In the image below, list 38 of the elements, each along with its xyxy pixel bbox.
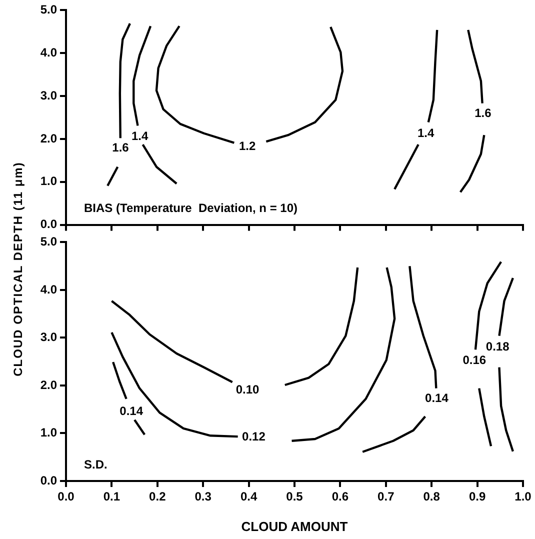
x-tick-label: 0.0 <box>58 490 75 504</box>
y-tick-label: 4.0 <box>40 282 58 296</box>
series-label: 0.10 <box>236 382 260 396</box>
y-tick-label: 5.0 <box>40 2 58 17</box>
y-tick-label: 3.0 <box>40 330 58 344</box>
x-tick-label: 0.9 <box>468 490 486 504</box>
y-tick-label: 0.0 <box>40 217 58 232</box>
y-tick-label: 0.0 <box>40 473 58 488</box>
x-tick-label: 0.5 <box>286 490 304 504</box>
x-tick-label: 0.7 <box>378 490 395 504</box>
y-tick-label: 1.0 <box>40 174 58 188</box>
series-label: 1.6 <box>474 106 492 120</box>
series-label: 1.4 <box>417 126 434 140</box>
series-label: 0.14 <box>425 391 449 406</box>
x-tick-label: 0.4 <box>240 490 258 504</box>
annotation: S.D. <box>84 457 108 472</box>
y-tick-label: 5.0 <box>40 234 58 249</box>
y-tick-label: 1.0 <box>40 426 58 440</box>
series-label: 1.6 <box>112 140 130 154</box>
series-label: 0.14 <box>120 404 144 418</box>
series-label: 0.12 <box>242 429 266 444</box>
series-label: 0.16 <box>462 353 486 368</box>
x-axis-title: CLOUD AMOUNT <box>241 518 348 534</box>
y-tick-label: 4.0 <box>40 45 58 60</box>
y-tick-label: 3.0 <box>40 88 58 102</box>
y-tick-label: 2.0 <box>40 131 58 146</box>
x-tick-label: 0.3 <box>194 490 212 504</box>
x-tick-label: 0.8 <box>423 490 440 504</box>
y-axis-title: CLOUD OPTICAL DEPTH (11 μm) <box>11 160 25 378</box>
series-label: 0.18 <box>486 340 510 354</box>
x-tick-label: 1.0 <box>514 490 532 504</box>
annotation: BIAS (Temperature Deviation, n = 10) <box>84 201 298 216</box>
x-tick-label: 0.1 <box>103 490 120 504</box>
series-label: 1.4 <box>131 129 148 144</box>
y-tick-label: 2.0 <box>40 378 58 392</box>
series-label: 1.2 <box>238 139 256 154</box>
x-tick-label: 0.6 <box>332 490 349 504</box>
x-tick-label: 0.2 <box>149 490 166 504</box>
